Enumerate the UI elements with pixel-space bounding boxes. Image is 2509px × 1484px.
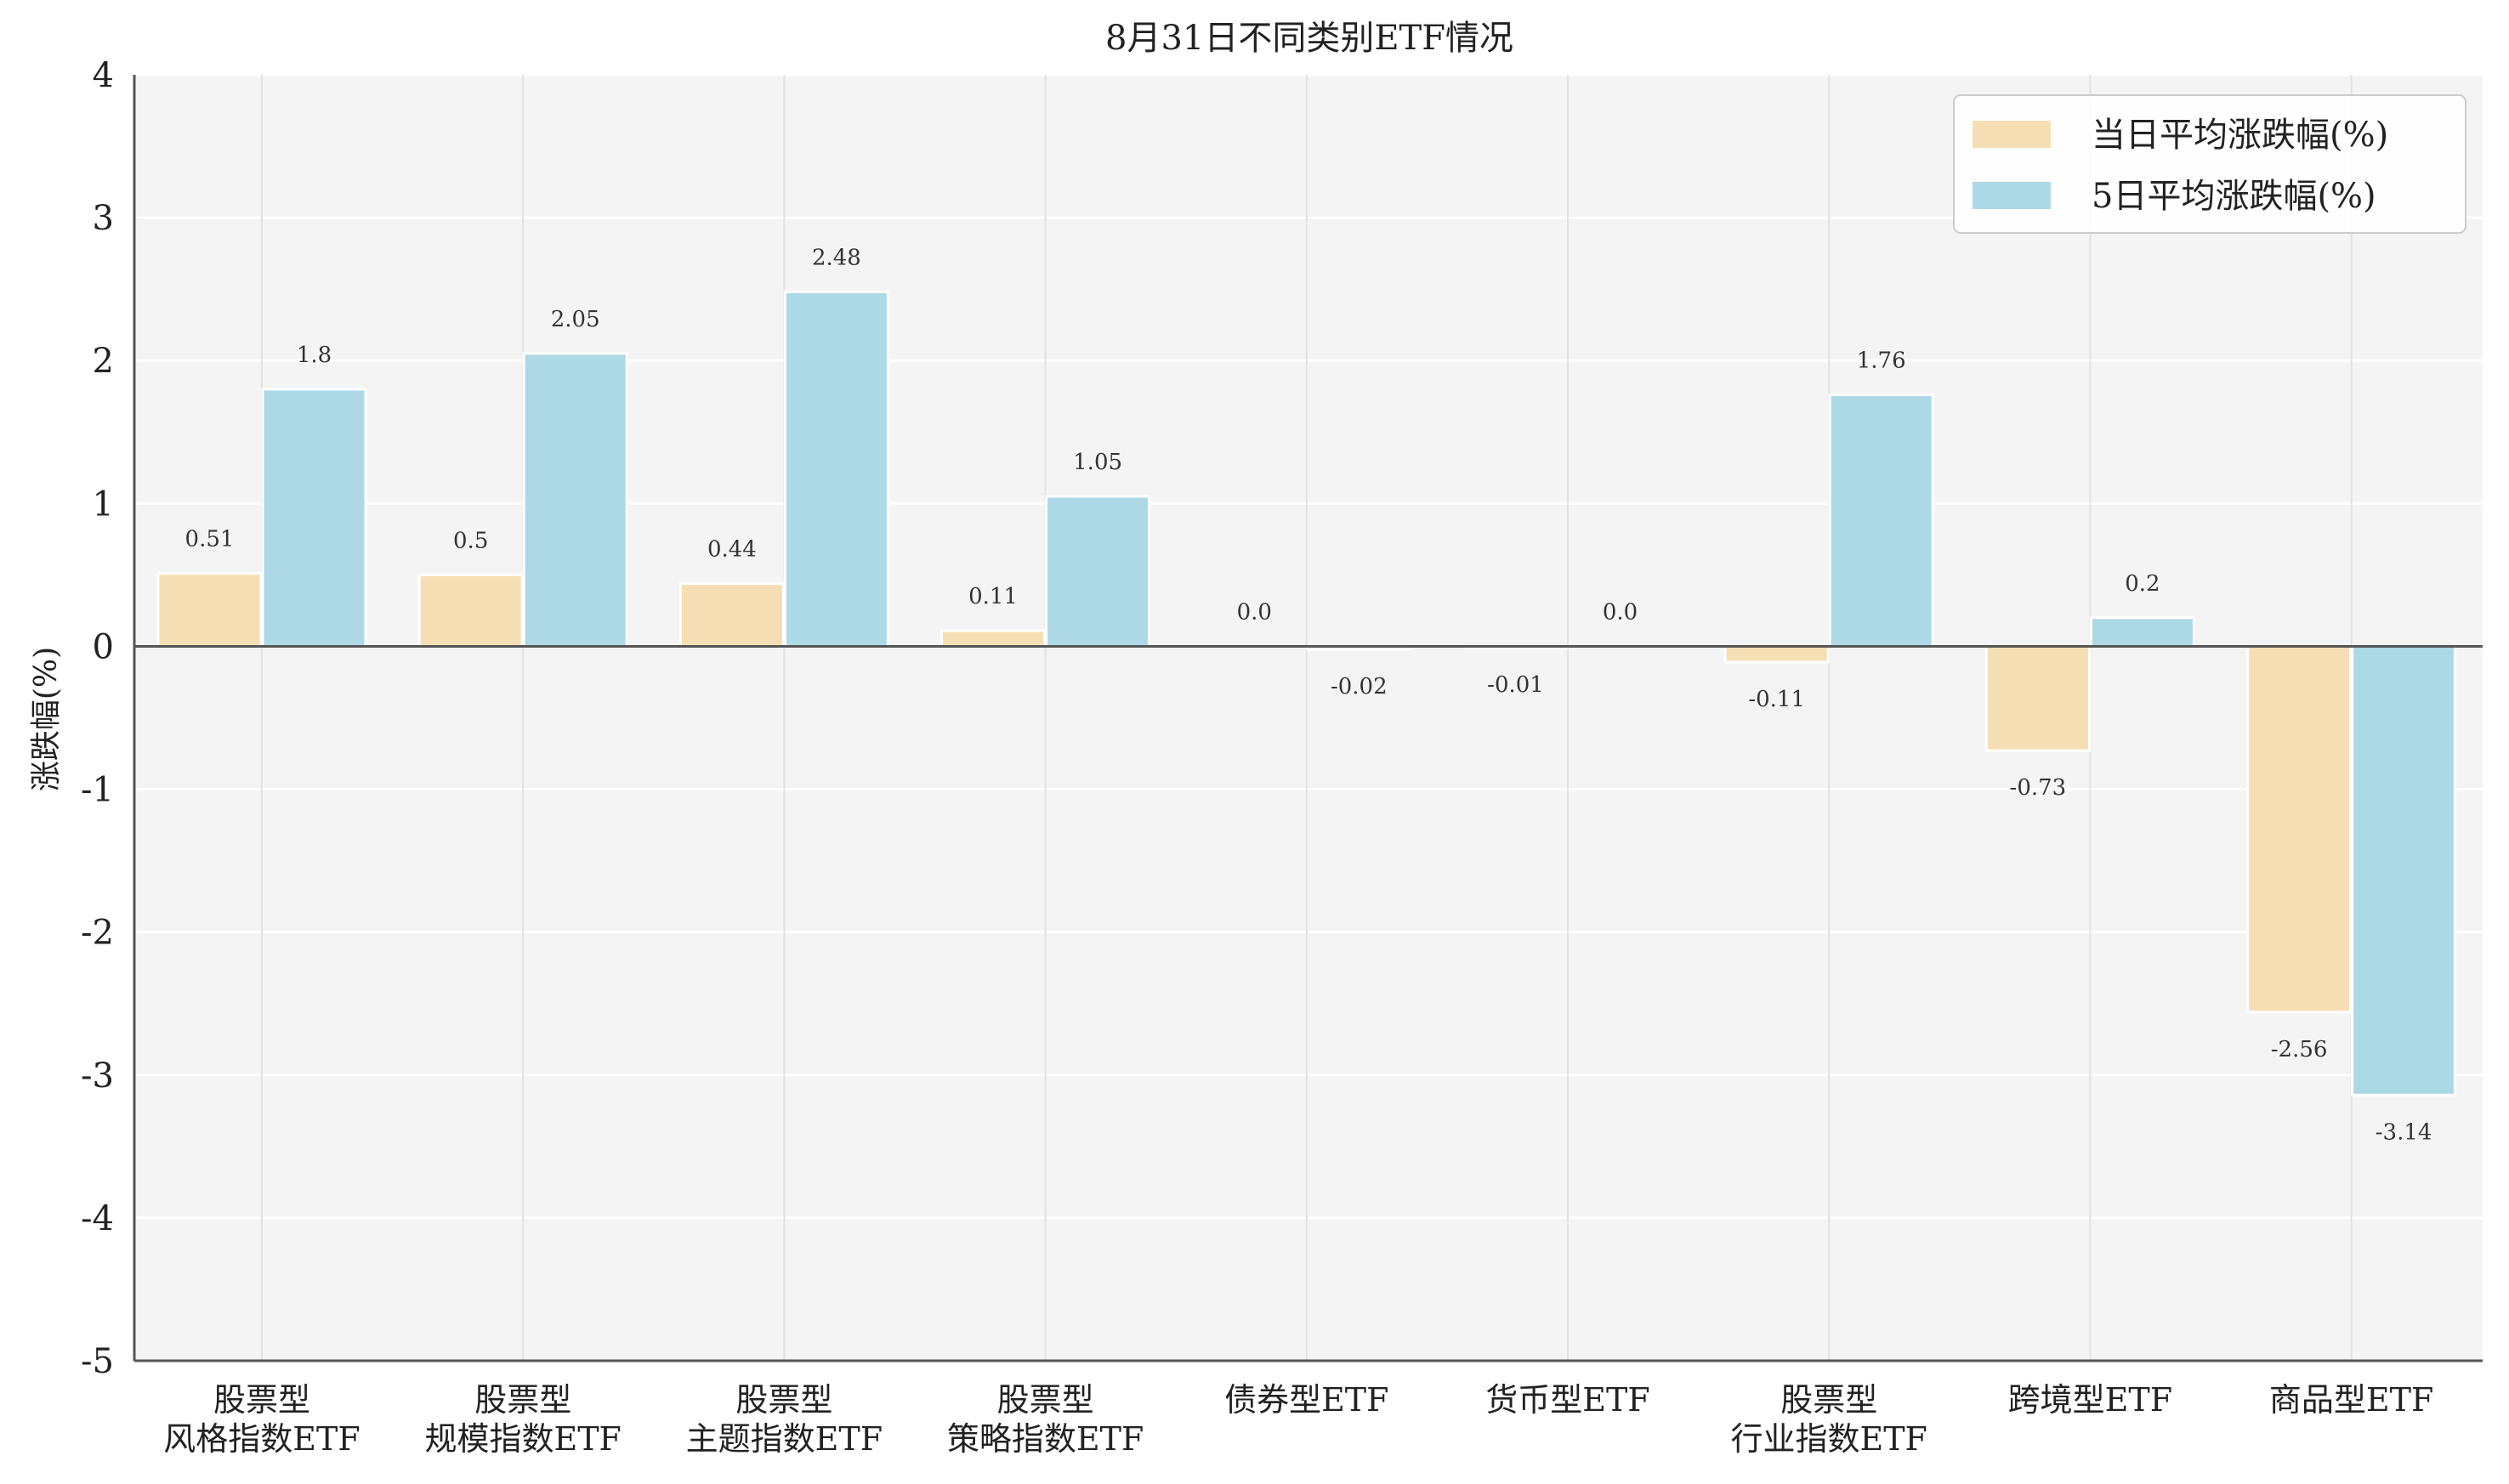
legend-swatch [1973,121,2051,148]
y-tick-label: -1 [81,771,114,810]
legend-box [1953,94,2466,234]
x-tick-label: 商品型ETF [2269,1381,2433,1419]
x-axis-ticks: 股票型风格指数ETF 股票型规模指数ETF 股票型主题指数ETF 股票型策略指数ETF… [163,1381,2433,1458]
data-label: -0.01 [1487,672,1544,698]
bar-5day-avg [2351,644,2457,1096]
bar-5day-avg [522,352,628,648]
data-label: 0.44 [707,536,757,562]
legend: 当日平均涨跌幅(%) 5日平均涨跌幅(%) [1953,94,2466,234]
x-tick-label: 股票型风格指数ETF [163,1381,360,1458]
bar-daily-avg [1723,644,1830,664]
x-tick-label: 股票型行业指数ETF [1730,1381,1927,1458]
y-tick-label: 0 [93,627,114,666]
y-tick-label: -4 [81,1199,114,1238]
data-label: 2.05 [551,307,600,332]
y-tick-label: 2 [93,342,114,381]
y-tick-label: 3 [93,199,114,238]
plot-area [134,75,2483,1361]
data-label: -2.56 [2271,1037,2328,1062]
data-label: -0.73 [2010,775,2067,801]
data-label: 1.76 [1857,348,1906,374]
data-label: -0.02 [1331,674,1388,700]
data-label: 0.51 [185,527,235,552]
bar-5day-avg [261,388,367,648]
bar-daily-avg [1984,644,2091,752]
x-tick-label: 跨境型ETF [2008,1381,2172,1419]
bars [156,291,2457,1096]
axes [133,75,2483,1362]
legend-swatch [1973,182,2051,209]
legend-label: 当日平均涨跌幅(%) [2092,116,2388,155]
data-label: 2.48 [812,246,861,271]
bar-5day-avg [2089,616,2195,648]
bar-5day-avg [1828,394,1934,648]
data-label: 1.05 [1073,450,1122,475]
data-label: 0.5 [453,528,488,553]
chart-title: 8月31日不同类别ETF情况 [1105,19,1513,58]
y-tick-label: -5 [81,1342,114,1381]
y-tick-label: 1 [93,484,114,524]
y-tick-label: -3 [81,1056,114,1096]
bar-daily-avg [678,581,785,648]
bar-daily-avg [417,573,524,648]
legend-label: 5日平均涨跌幅(%) [2092,177,2376,216]
data-label: 0.2 [2125,571,2160,597]
data-label: 0.0 [1237,599,1272,625]
y-axis-ticks: -5 -4 -3 -2 -1 0 1 2 3 4 [81,56,114,1381]
data-label: 1.8 [297,343,332,368]
x-tick-label: 股票型主题指数ETF [686,1381,883,1458]
data-label: 0.11 [968,584,1018,609]
y-tick-label: -2 [81,914,114,953]
bar-daily-avg [940,629,1047,648]
x-tick-label: 债券型ETF [1224,1381,1388,1419]
y-tick-label: 4 [93,56,114,95]
x-tick-label: 货币型ETF [1485,1381,1649,1419]
data-labels: 0.51 1.8 0.5 2.05 0.44 2.48 0.11 1.05 0.0 -0.02 -0… [185,246,2432,1146]
y-axis-title: 涨跌幅(%) [29,647,64,791]
data-label: -3.14 [2376,1119,2432,1145]
data-label: -0.11 [1748,687,1805,712]
bar-daily-avg [156,572,263,648]
bar-5day-avg [783,291,889,648]
bar-5day-avg [1045,495,1151,648]
x-tick-label: 股票型策略指数ETF [947,1381,1144,1458]
data-label: 0.0 [1603,599,1638,625]
bar-daily-avg [2246,644,2353,1014]
x-tick-label: 股票型规模指数ETF [424,1381,621,1458]
